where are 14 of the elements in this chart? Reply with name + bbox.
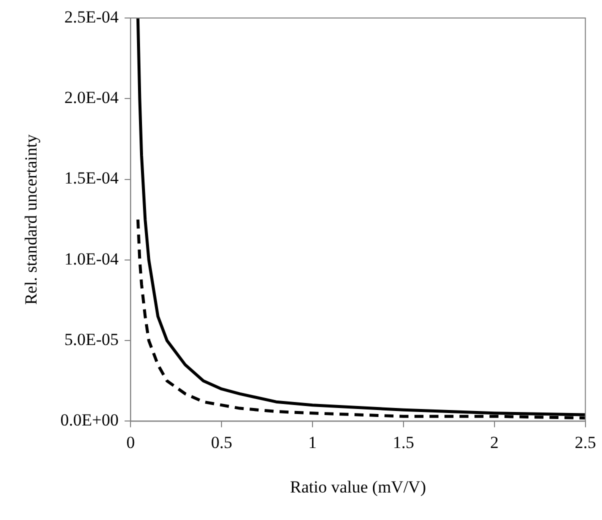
x-tick-label: 2.5 [574,432,596,452]
x-tick-label: 1.5 [392,432,414,452]
x-tick-label: 1 [308,432,317,452]
y-tick-label: 1.5E-04 [64,168,120,188]
x-tick-label: 2 [490,432,499,452]
x-tick-label: 0 [126,432,135,452]
x-tick-label: 0.5 [210,432,232,452]
y-tick-label: 2.5E-04 [64,7,120,26]
y-axis-title: Rel. standard uncertainty [22,134,41,305]
y-tick-label: 2.0E-04 [64,88,120,108]
y-tick-label: 0.0E+00 [60,410,119,430]
x-axis-title: Ratio value (mV/V) [290,477,426,496]
y-tick-label: 5.0E-05 [64,330,119,350]
y-tick-label: 1.0E-04 [64,249,120,268]
